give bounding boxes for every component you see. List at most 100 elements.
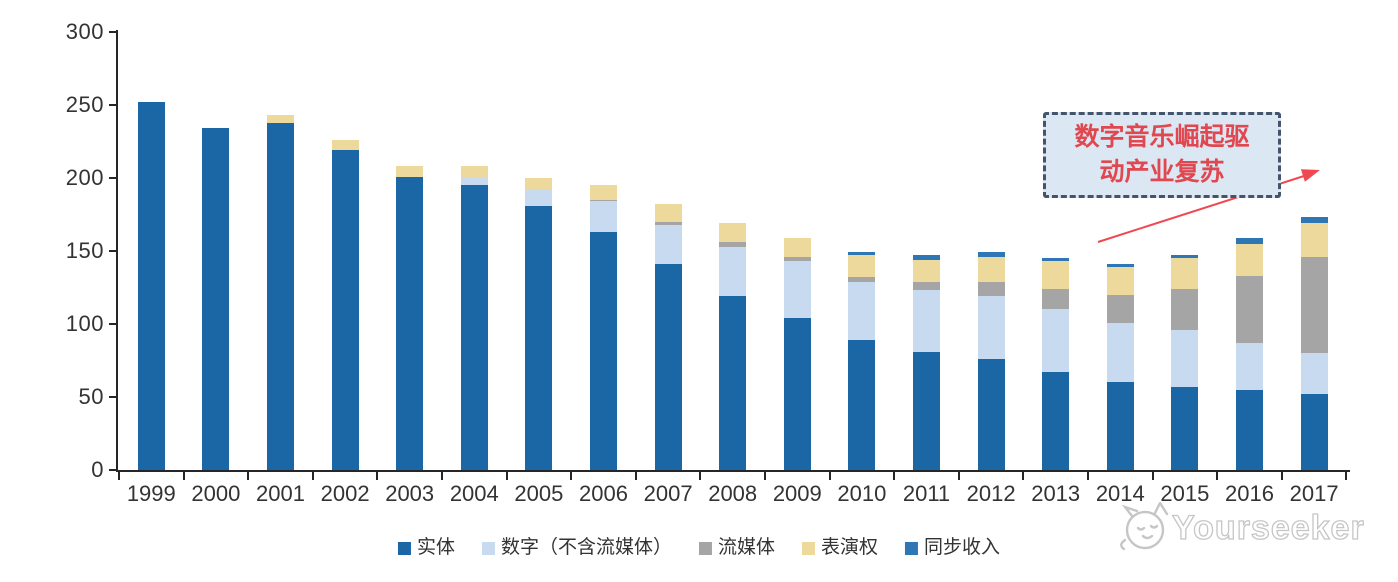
legend-item-streaming: 流媒体 [698, 537, 775, 559]
x-tick-label-2004: 2004 [449, 481, 499, 506]
bar-2013-streaming [1042, 288, 1070, 310]
x-tick-label-2003: 2003 [385, 481, 435, 506]
x-tick [570, 472, 573, 480]
bar-2007-performance-rights [654, 204, 682, 222]
bar-2009-physical [783, 318, 811, 470]
bar-2001-physical [267, 122, 294, 470]
legend-item-digital-excl-streaming: 数字（不含流媒体） [481, 537, 672, 559]
x-tick [311, 472, 314, 480]
x-tick-label-2013: 2013 [1031, 481, 1081, 506]
bar-2004-physical [460, 185, 488, 470]
x-tick-label-2016: 2016 [1225, 481, 1274, 506]
legend-swatch-streaming [698, 541, 712, 555]
x-tick-label-2001: 2001 [256, 481, 305, 506]
x-tick-label-2010: 2010 [837, 481, 887, 506]
x-tick-label-2007: 2007 [643, 481, 693, 506]
legend-item-sync-revenue: 同步收入 [905, 537, 1000, 559]
x-tick [182, 472, 185, 480]
bar-2017-performance-rights [1300, 223, 1328, 257]
bar-2012-streaming [977, 281, 1005, 297]
y-tick-label: 250 [65, 92, 104, 117]
bar-2008-digital-excl-streaming [719, 246, 747, 297]
watermark: Yourseeker [1108, 500, 1388, 556]
bar-2015-sync-revenue [1171, 255, 1199, 259]
bar-2011-performance-rights [913, 259, 940, 282]
y-tick [109, 396, 118, 398]
bar-2006-performance-rights [590, 185, 617, 200]
x-tick-label-1999: 1999 [126, 481, 176, 506]
x-tick-label-2009: 2009 [772, 481, 822, 506]
annotation-text-line2: 动产业复苏 [1099, 159, 1225, 186]
x-tick [376, 472, 379, 480]
bar-2010-streaming [848, 277, 876, 282]
bar-2012-physical [977, 359, 1005, 470]
bar-2009-performance-rights [783, 237, 811, 257]
bar-2011-physical [913, 351, 940, 470]
y-tick [109, 177, 118, 179]
x-axis [116, 470, 1350, 472]
y-tick [109, 250, 118, 252]
annotation-text-line1: 数字音乐崛起驱 [1074, 124, 1250, 151]
y-tick [109, 31, 118, 33]
bar-2016-performance-rights [1236, 243, 1263, 276]
bar-2006-digital-excl-streaming [590, 201, 617, 233]
bar-2014-physical [1106, 382, 1134, 470]
y-tick-label: 200 [65, 165, 104, 190]
y-tick-label: 150 [65, 238, 104, 263]
bar-1999-physical [137, 102, 165, 470]
bar-2015-performance-rights [1171, 258, 1199, 289]
bar-2002-physical [331, 150, 359, 470]
x-tick [1087, 472, 1089, 480]
bar-2014-digital-excl-streaming [1106, 322, 1134, 383]
bar-2004-performance-rights [460, 166, 488, 178]
bar-2015-digital-excl-streaming [1171, 329, 1199, 387]
x-tick [505, 472, 508, 480]
watermark-text: Yourseeker [1171, 508, 1365, 547]
bar-2010-performance-rights [848, 255, 876, 278]
x-tick [699, 472, 702, 480]
x-tick [1022, 472, 1025, 480]
bar-2016-physical [1236, 389, 1263, 470]
bar-2015-streaming [1171, 288, 1199, 330]
legend-label-physical: 实体 [416, 537, 455, 558]
y-tick-label: 50 [78, 384, 104, 409]
legend-swatch-physical [397, 541, 411, 555]
bar-2003-physical [396, 176, 424, 470]
bar-2008-performance-rights [719, 223, 747, 243]
bar-2016-sync-revenue [1236, 237, 1263, 244]
bar-2008-streaming [719, 242, 747, 247]
bar-2006-streaming [590, 199, 617, 202]
yourseeker-logo-icon [1120, 502, 1169, 551]
y-tick [109, 469, 118, 471]
x-tick-label-2015: 2015 [1160, 481, 1210, 506]
bar-2005-digital-excl-streaming [525, 189, 553, 206]
x-tick [441, 472, 443, 480]
bar-2013-digital-excl-streaming [1042, 309, 1070, 373]
legend-item-physical: 实体 [397, 537, 455, 559]
bar-2010-sync-revenue [848, 252, 876, 256]
x-tick-label-2008: 2008 [708, 481, 758, 506]
x-tick [1216, 472, 1219, 480]
y-tick-label: 0 [91, 457, 104, 482]
bar-2005-physical [525, 205, 553, 470]
bar-2001-performance-rights [267, 115, 294, 123]
legend-label-performance-rights: 表演权 [821, 537, 879, 558]
bar-2002-performance-rights [331, 140, 359, 151]
y-tick-label: 300 [65, 19, 104, 44]
bar-2006-physical [590, 232, 617, 470]
bar-2008-physical [719, 296, 747, 470]
x-tick [118, 472, 120, 480]
x-tick-label-2014: 2014 [1095, 481, 1145, 506]
y-tick [109, 323, 118, 325]
bar-2003-performance-rights [396, 166, 424, 177]
y-tick-label: 100 [65, 311, 104, 336]
legend-swatch-performance-rights [802, 541, 816, 555]
bar-2011-sync-revenue [913, 255, 940, 260]
bar-2010-physical [848, 340, 876, 470]
chart-legend: 实体 数字（不含流媒体） 流媒体 表演权 同步收入 [397, 537, 1000, 559]
bar-2011-streaming [913, 281, 940, 291]
bar-2000-physical [202, 128, 230, 470]
bar-2005-performance-rights [525, 178, 553, 190]
x-tick-label-2002: 2002 [320, 481, 370, 506]
x-tick [828, 472, 831, 480]
